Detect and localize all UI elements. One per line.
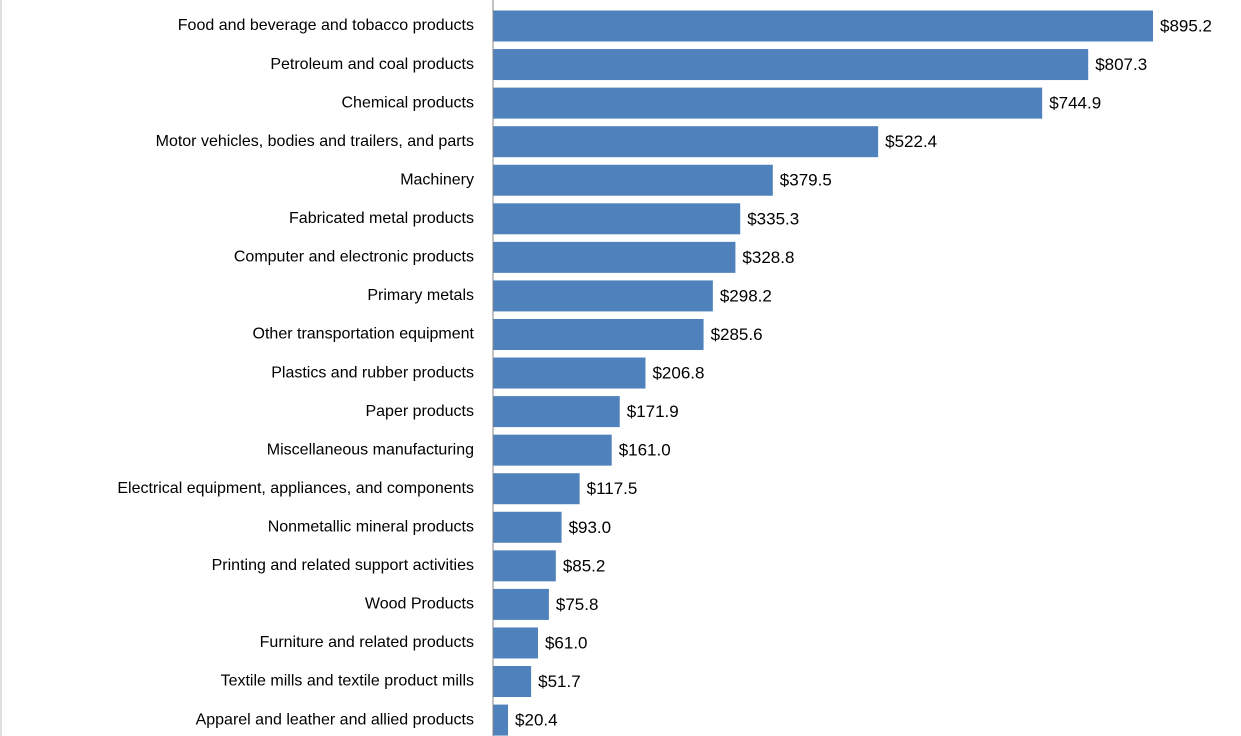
bar	[493, 203, 741, 235]
bar	[493, 550, 556, 582]
category-label: Motor vehicles, bodies and trailers, and…	[156, 133, 474, 150]
category-label: Plastics and rubber products	[271, 364, 474, 381]
value-label: $171.9	[627, 402, 679, 421]
category-label: Electrical equipment, appliances, and co…	[117, 480, 474, 497]
value-label: $206.8	[652, 364, 704, 383]
bar	[493, 87, 1043, 119]
bar	[493, 241, 736, 273]
value-label: $807.3	[1095, 55, 1147, 74]
bar	[493, 588, 549, 620]
value-label: $75.8	[556, 595, 599, 614]
bar	[493, 627, 538, 659]
value-label: $85.2	[563, 556, 606, 575]
bar	[493, 704, 509, 736]
category-label: Computer and electronic products	[234, 249, 474, 266]
value-label: $328.8	[742, 248, 794, 267]
bar	[493, 511, 562, 543]
bar	[493, 318, 704, 350]
category-label: Petroleum and coal products	[270, 56, 474, 73]
value-label: $61.0	[545, 633, 588, 652]
category-label: Printing and related support activities	[212, 557, 474, 574]
value-label: $93.0	[569, 518, 612, 537]
category-label: Nonmetallic mineral products	[268, 518, 474, 535]
value-label: $522.4	[885, 132, 937, 151]
bar	[493, 666, 532, 698]
category-label: Textile mills and textile product mills	[221, 673, 474, 690]
category-label: Food and beverage and tobacco products	[178, 17, 474, 34]
value-label: $161.0	[619, 441, 671, 460]
value-label: $379.5	[780, 171, 832, 190]
bar	[493, 126, 879, 158]
bar	[493, 396, 620, 428]
bar	[493, 10, 1153, 42]
value-label: $20.4	[515, 711, 558, 730]
bar	[493, 473, 580, 505]
category-label: Machinery	[400, 171, 474, 188]
bar	[493, 280, 713, 312]
category-label: Paper products	[365, 403, 474, 420]
category-label: Other transportation equipment	[253, 326, 475, 343]
category-label: Primary metals	[367, 287, 474, 304]
value-label: $117.5	[587, 479, 638, 498]
value-label: $744.9	[1049, 94, 1101, 113]
category-label: Apparel and leather and allied products	[196, 711, 474, 728]
bar	[493, 49, 1089, 81]
category-label: Fabricated metal products	[289, 210, 474, 227]
bar	[493, 434, 612, 466]
category-label: Furniture and related products	[260, 634, 474, 651]
value-label: $895.2	[1160, 16, 1212, 35]
value-label: $285.6	[711, 325, 763, 344]
category-label: Miscellaneous manufacturing	[267, 441, 474, 458]
bar	[493, 164, 773, 196]
bar	[493, 357, 646, 389]
value-label: $298.2	[720, 286, 772, 305]
value-label: $335.3	[747, 209, 799, 228]
category-label: Chemical products	[342, 94, 475, 111]
category-label: Wood Products	[365, 596, 474, 613]
value-label: $51.7	[538, 672, 581, 691]
